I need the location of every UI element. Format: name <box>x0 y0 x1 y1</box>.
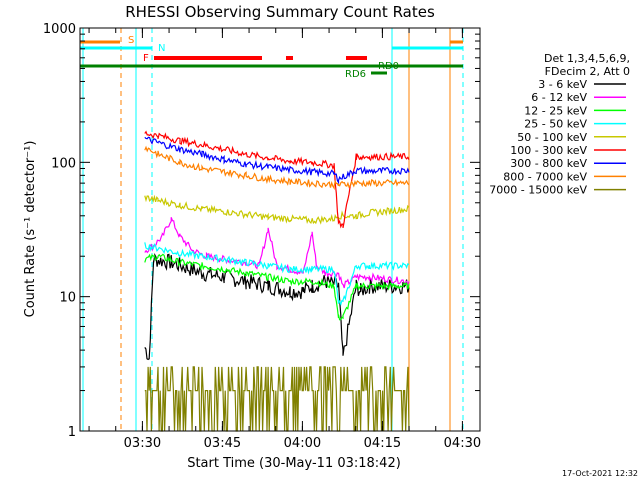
x-tick-label: 03:45 <box>204 436 241 451</box>
legend-entry-label: 50 - 100 keV <box>517 131 587 144</box>
series-line-800-7000-kev <box>144 145 410 191</box>
series-line-300-800-kev <box>144 136 410 185</box>
time-markers <box>82 28 464 431</box>
plot-frame <box>79 27 481 432</box>
legend-entry-label: 300 - 800 keV <box>510 157 587 170</box>
y-axis-label: Count Rate (s⁻¹ detector⁻¹) <box>23 141 38 318</box>
legend: Det 1,3,4,5,6,9,FDecim 2, Att 03 - 6 keV… <box>489 52 630 197</box>
legend-entry-label: 25 - 50 keV <box>524 118 587 131</box>
legend-entry-label: 3 - 6 keV <box>538 78 587 91</box>
chart-title: RHESSI Observing Summary Count Rates <box>125 3 435 21</box>
x-tick-label: 04:15 <box>364 436 401 451</box>
x-axis-label: Start Time (30-May-11 03:18:42) <box>187 456 401 471</box>
series-line-3-6-kev <box>144 253 410 361</box>
flag-label-flare: F <box>143 53 149 64</box>
footer-timestamp: 17-Oct-2021 12:32 <box>562 469 638 478</box>
legend-entry-label: 800 - 7000 keV <box>503 170 587 183</box>
y-tick-label: 1 <box>68 425 76 440</box>
y-axis: 1 10 100 1000 <box>43 22 480 440</box>
x-tick-label: 04:00 <box>284 436 321 451</box>
series-line-25-50-kev <box>144 242 410 307</box>
x-axis: 03:30 03:45 04:00 04:15 04:30 <box>88 28 481 451</box>
flag-label-rd0: RD0 <box>378 61 399 72</box>
x-tick-label: 03:30 <box>124 436 161 451</box>
legend-entry-label: 6 - 12 keV <box>531 91 587 104</box>
legend-header: FDecim 2, Att 0 <box>545 65 630 78</box>
flag-label-saa: S <box>128 35 134 46</box>
flag-bars: S NF RD0 RD6 <box>80 35 463 80</box>
legend-entry-label: 100 - 300 keV <box>510 144 587 157</box>
flag-label-rd6: RD6 <box>345 69 366 80</box>
flag-label-night: N <box>158 43 165 54</box>
series-line-100-300-kev <box>144 130 410 229</box>
series-line-50-100-kev <box>144 194 410 225</box>
legend-header: Det 1,3,4,5,6,9, <box>544 52 630 65</box>
y-tick-label: 100 <box>51 156 76 171</box>
y-tick-label: 10 <box>59 291 76 306</box>
x-tick-label: 04:30 <box>444 436 481 451</box>
legend-entry-label: 12 - 25 keV <box>524 104 587 117</box>
y-tick-label: 1000 <box>43 22 76 37</box>
legend-entry-label: 7000 - 15000 keV <box>489 184 587 197</box>
series-line-6-12-kev <box>144 217 410 289</box>
series-line-12-25-kev <box>144 253 410 321</box>
